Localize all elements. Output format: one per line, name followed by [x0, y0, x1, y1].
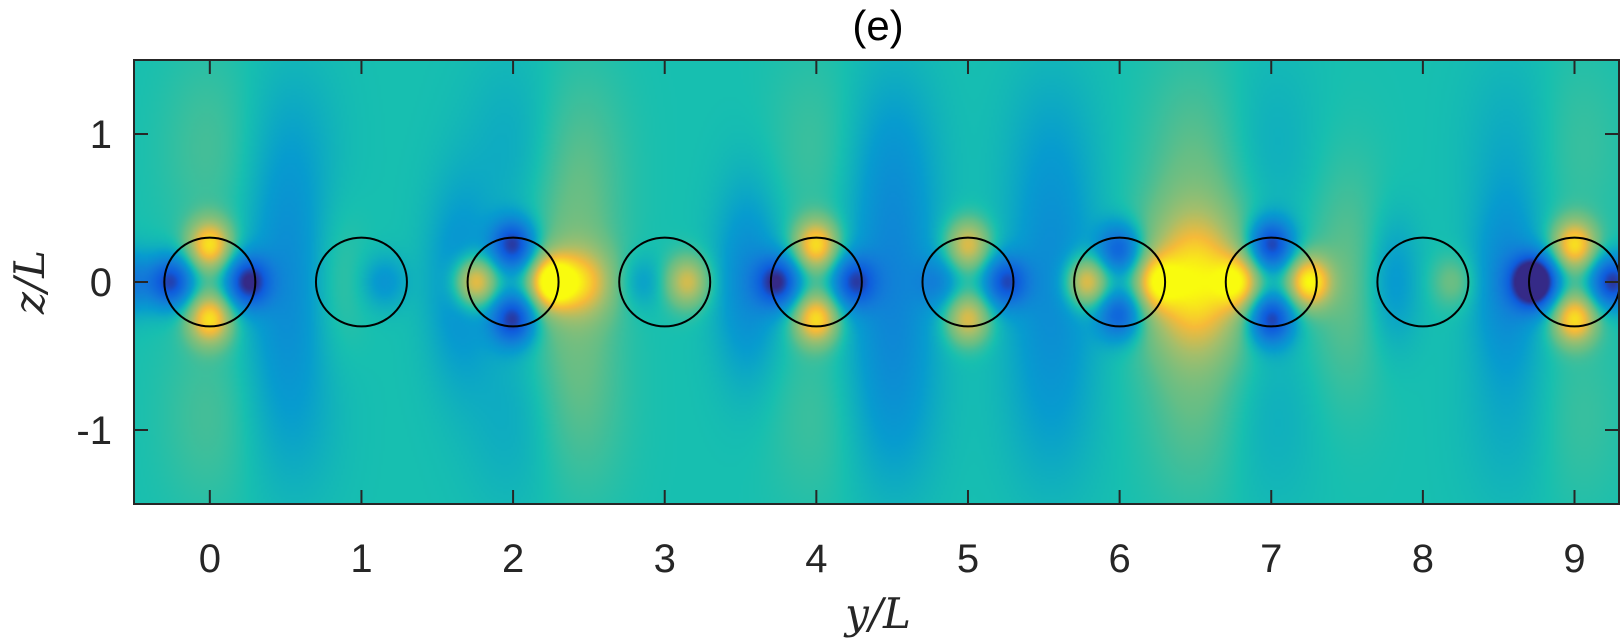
x-tick-label-2: 2 — [502, 537, 524, 581]
axis-ticks — [134, 60, 1619, 504]
x-tick-label-3: 3 — [654, 537, 676, 581]
circle-outline-4 — [769, 236, 863, 328]
x-tick-label-6: 6 — [1108, 537, 1130, 581]
x-tick-label-1: 1 — [350, 537, 372, 581]
circle-outline-3 — [618, 236, 712, 328]
x-tick-label-5: 5 — [957, 537, 979, 581]
field-image-container — [134, 60, 1620, 504]
x-tick-label-8: 8 — [1412, 537, 1434, 581]
circle-outlines — [163, 236, 1620, 328]
circle-outline-0 — [163, 236, 257, 328]
y-tick-label-2: -1 — [76, 409, 112, 453]
y-axis-label: z/L — [5, 250, 54, 315]
x-tick-label-0: 0 — [199, 537, 221, 581]
chart-title: (e) — [852, 2, 903, 49]
plot-frame — [133, 59, 1620, 505]
circle-outline-7 — [1224, 236, 1318, 328]
circle-outline-1 — [314, 236, 408, 328]
x-tick-label-9: 9 — [1563, 537, 1585, 581]
y-tick-label-1: 0 — [90, 261, 112, 305]
x-tick-label-7: 7 — [1260, 537, 1282, 581]
circle-outline-9 — [1528, 236, 1620, 328]
field-image — [134, 60, 1620, 504]
circle-outline-6 — [1073, 236, 1167, 328]
circle-outline-5 — [921, 236, 1015, 328]
circle-outline-8 — [1376, 236, 1470, 328]
y-tick-labels: 1 0 -1 — [76, 113, 112, 453]
x-axis-label: y/L — [843, 589, 911, 638]
x-tick-labels: 0 1 2 3 4 5 6 7 8 9 — [199, 537, 1586, 581]
circle-outline-2 — [466, 236, 560, 328]
x-tick-label-4: 4 — [805, 537, 827, 581]
y-tick-label-0: 1 — [90, 113, 112, 157]
